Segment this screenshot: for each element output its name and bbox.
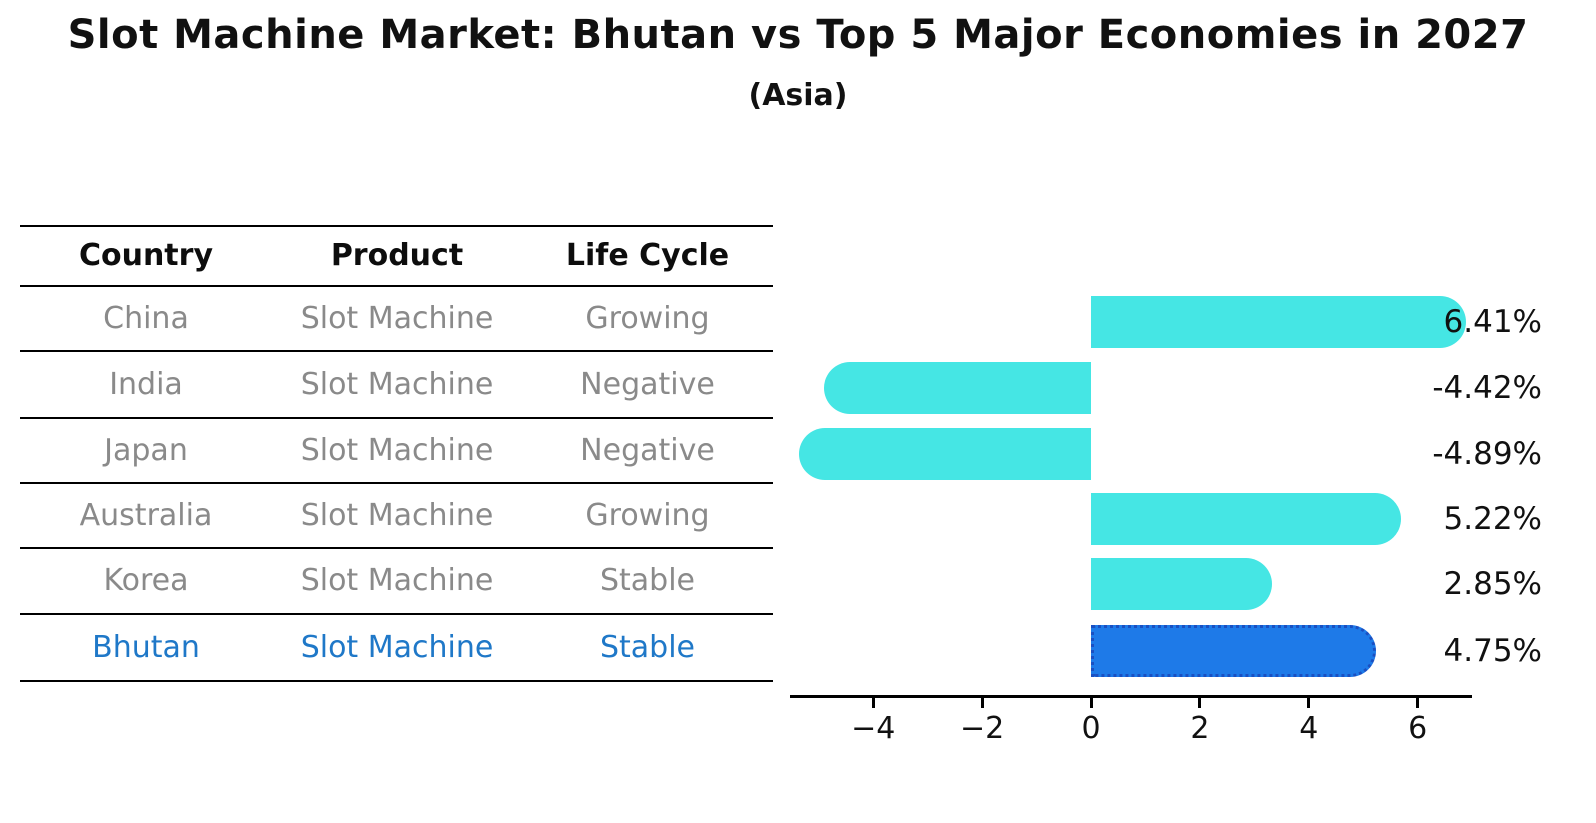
cell-life-cycle: Stable	[599, 629, 696, 665]
cell-country: India	[109, 366, 183, 402]
table-body: China Slot Machine Growing India Slot Ma…	[20, 287, 773, 682]
chart-subtitle: (Asia)	[748, 78, 848, 113]
cell-country: China	[103, 300, 189, 336]
bar-korea	[1091, 558, 1273, 610]
x-tick-label: −4	[851, 711, 896, 746]
cell-product: Slot Machine	[300, 366, 494, 402]
bar-bhutan	[1091, 624, 1376, 677]
cell-product: Slot Machine	[300, 497, 494, 533]
cell-country: Japan	[104, 432, 188, 468]
col-header-product: Product	[330, 238, 464, 273]
table-row-japan: Japan Slot Machine Negative	[20, 419, 773, 484]
cell-country: Bhutan	[92, 629, 200, 665]
cell-life-cycle: Growing	[585, 300, 710, 336]
x-tick	[1089, 698, 1093, 708]
cell-country: Korea	[103, 563, 189, 598]
x-axis-line	[790, 695, 1472, 698]
value-label-bhutan: 4.75%	[1443, 632, 1542, 669]
x-tick-label: −2	[959, 711, 1005, 746]
value-label-korea: 2.85%	[1443, 566, 1542, 602]
table-row-china: China Slot Machine Growing	[20, 287, 773, 352]
table-header-row: Country Product Life Cycle	[20, 227, 773, 287]
cell-life-cycle: Negative	[580, 432, 715, 468]
cell-product: Slot Machine	[300, 629, 494, 665]
x-tick	[980, 698, 984, 708]
x-tick	[1198, 698, 1202, 708]
x-tick	[1416, 698, 1420, 708]
cell-product: Slot Machine	[300, 432, 494, 468]
value-label-india: -4.42%	[1432, 369, 1542, 406]
x-tick-label: 6	[1408, 711, 1428, 746]
value-label-china: 6.41%	[1443, 303, 1542, 340]
country-table: Country Product Life Cycle China Slot Ma…	[20, 225, 773, 682]
cell-life-cycle: Negative	[580, 366, 715, 402]
bar-australia	[1091, 492, 1402, 545]
x-tick	[871, 698, 875, 708]
chart-area: 6.41% -4.42% -4.89% 5.22% 2.85% 4.75% −4 −2 0 2 4 6	[790, 250, 1550, 750]
x-tick-label: 2	[1190, 711, 1210, 746]
bar-china	[1091, 295, 1467, 348]
bar-india	[824, 361, 1091, 414]
x-tick-label: 4	[1299, 711, 1319, 746]
table-row-bhutan: Bhutan Slot Machine Stable	[20, 615, 773, 682]
x-tick-label: 0	[1081, 711, 1101, 746]
table-row-india: India Slot Machine Negative	[20, 352, 773, 419]
bar-japan	[798, 427, 1091, 480]
table-row-australia: Australia Slot Machine Growing	[20, 484, 773, 549]
chart-title: Slot Machine Market: Bhutan vs Top 5 Maj…	[67, 12, 1529, 58]
col-header-country: Country	[78, 238, 214, 273]
value-label-japan: -4.89%	[1432, 435, 1542, 472]
cell-product: Slot Machine	[300, 563, 494, 598]
value-label-australia: 5.22%	[1443, 500, 1542, 537]
cell-product: Slot Machine	[300, 300, 494, 336]
cell-country: Australia	[79, 497, 213, 533]
x-tick	[1307, 698, 1311, 708]
table-row-korea: Korea Slot Machine Stable	[20, 549, 773, 615]
cell-life-cycle: Growing	[585, 497, 710, 533]
cell-life-cycle: Stable	[599, 563, 696, 598]
col-header-life-cycle: Life Cycle	[565, 238, 730, 273]
